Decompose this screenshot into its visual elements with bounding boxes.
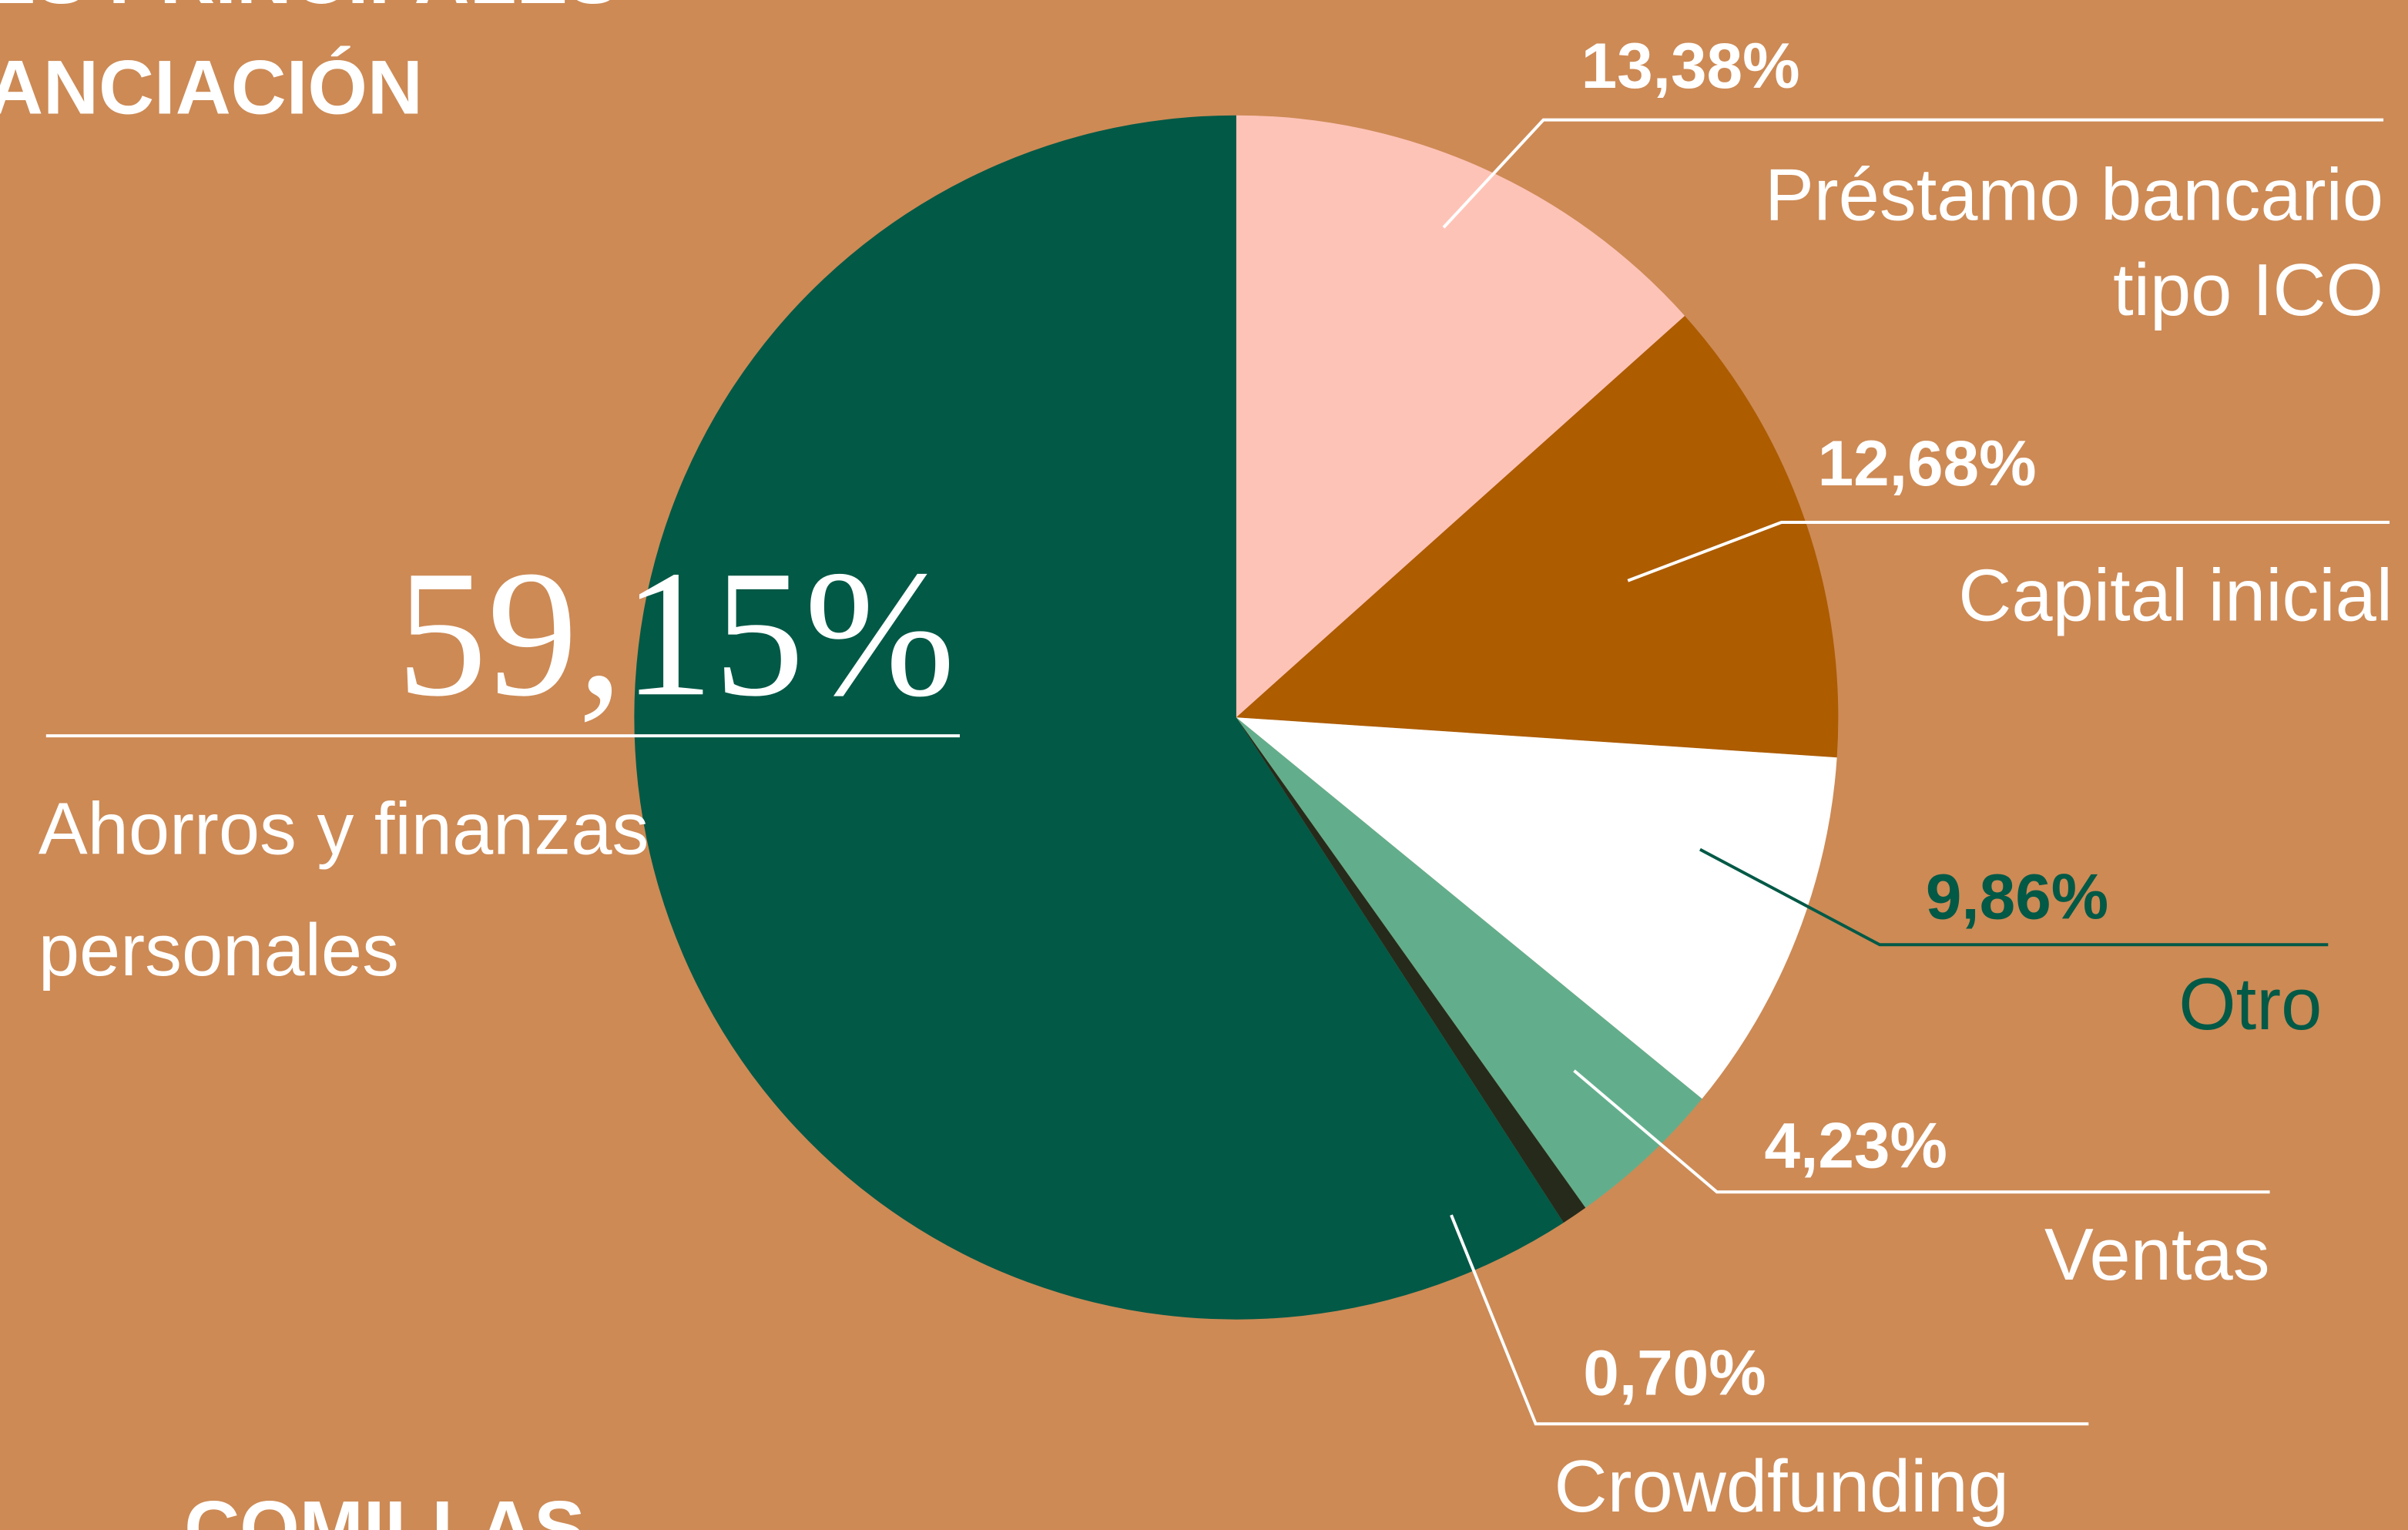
logo-text: COMILLAS bbox=[184, 1486, 585, 1530]
leader-line bbox=[1442, 118, 2384, 229]
pie-slice bbox=[1236, 115, 1685, 718]
leader-line bbox=[1573, 1069, 2270, 1194]
category-label: Ventas bbox=[2044, 1213, 2270, 1296]
pie-slice bbox=[1236, 717, 1586, 1223]
pie-slice bbox=[1236, 717, 1837, 1099]
value-label: 13,38% bbox=[1581, 29, 1800, 102]
value-label: 59,15% bbox=[397, 532, 955, 733]
category-label: Crowdfunding bbox=[1554, 1445, 2009, 1528]
category-label: Ahorros y finanzas bbox=[39, 788, 649, 871]
value-label: 9,86% bbox=[1926, 860, 2108, 932]
category-label: Capital inicial bbox=[1958, 555, 2393, 637]
title-line: ANCIACIÓN bbox=[0, 45, 423, 131]
category-label: Otro bbox=[2178, 963, 2322, 1045]
category-label: Préstamo bancario bbox=[1765, 153, 2383, 236]
leader-line bbox=[1627, 521, 2390, 582]
pie-slice bbox=[634, 115, 1564, 1320]
value-label: 4,23% bbox=[1765, 1109, 1947, 1181]
pie-slice bbox=[1236, 717, 1702, 1208]
value-label: 12,68% bbox=[1818, 427, 2037, 499]
category-label: personales bbox=[39, 909, 399, 991]
value-label: 0,70% bbox=[1583, 1336, 1766, 1408]
category-label: tipo ICO bbox=[2113, 249, 2383, 331]
title-line: ES PRINCIPALES bbox=[0, 0, 619, 20]
leader-line bbox=[1699, 847, 2329, 947]
leader-line bbox=[1450, 1214, 2089, 1426]
pie-slice bbox=[1236, 315, 1839, 758]
